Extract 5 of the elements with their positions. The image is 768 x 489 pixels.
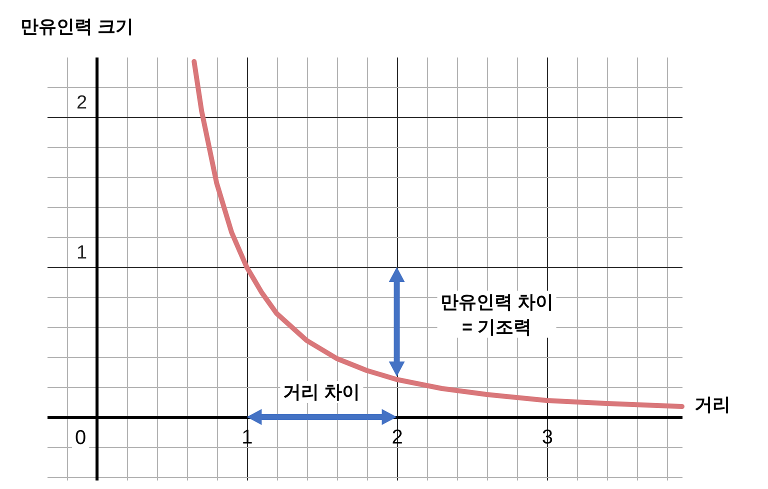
y-axis-title: 만유인력 크기 xyxy=(20,16,134,36)
annotation: 0 xyxy=(74,427,86,449)
annotation: 거리 차이 xyxy=(283,382,360,402)
x-axis-title: 거리 xyxy=(694,394,730,414)
annotation: 만유인력 차이 = 기조력 xyxy=(440,292,554,337)
